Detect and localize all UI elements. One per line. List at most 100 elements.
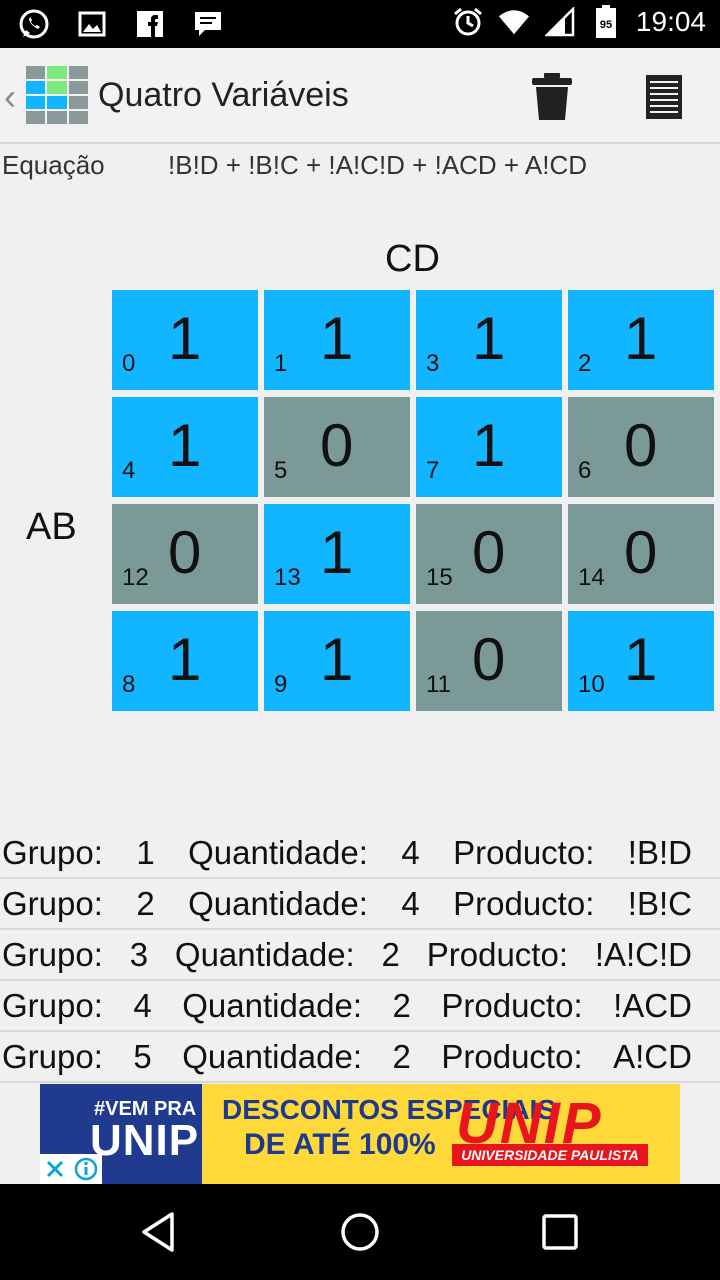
- kmap-cell[interactable]: 13 1: [264, 504, 410, 604]
- home-button[interactable]: [336, 1208, 384, 1256]
- quantity-value: 2: [381, 935, 400, 973]
- group-label: Grupo:: [2, 884, 103, 922]
- cell-value: 0: [168, 519, 202, 586]
- group-label: Grupo:: [2, 935, 103, 973]
- cell-value: 1: [624, 305, 658, 372]
- ad-choices[interactable]: [40, 1154, 102, 1184]
- ad-area: #VEM PRA UNIP DESCONTOS ESPECIAIS DE ATÉ…: [0, 1084, 720, 1184]
- cell-index: 5: [274, 457, 288, 484]
- logo-square: [26, 81, 46, 94]
- cell-value: 1: [320, 519, 354, 586]
- kmap-cell[interactable]: 10 1: [568, 611, 714, 711]
- quantity-label: Quantidade:: [188, 833, 368, 871]
- product-label: Producto:: [426, 935, 568, 973]
- quantity-value: 4: [401, 884, 420, 922]
- info-icon[interactable]: [74, 1157, 98, 1181]
- group-number: 3: [129, 935, 149, 973]
- battery-level: 95: [600, 19, 612, 31]
- cell-value: 1: [320, 305, 354, 372]
- kmap-cell[interactable]: 14 0: [568, 504, 714, 604]
- karnaugh-map: 0 1 1 1 3 1 2 1 4 1 5 0 7 1 6 0 12 0 13 1 15 0 14 0 8 1 9 1 11 0 10 1: [112, 290, 714, 712]
- cell-index: 11: [426, 671, 451, 698]
- cell-value: 1: [168, 305, 202, 372]
- ad-mid-panel: [202, 1084, 432, 1184]
- delete-button[interactable]: [530, 72, 574, 122]
- logo-square: [47, 96, 67, 109]
- group-row: Grupo: 2 Quantidade: 4 Producto: !B!C: [0, 879, 720, 930]
- kmap-cell[interactable]: 12 0: [112, 504, 258, 604]
- cell-index: 13: [274, 564, 301, 591]
- logo-square: [68, 96, 88, 109]
- logo-square: [68, 66, 88, 79]
- group-number: 4: [133, 986, 152, 1024]
- group-row: Grupo: 1 Quantidade: 4 Producto: !B!D: [0, 828, 720, 879]
- trash-icon: [532, 73, 572, 120]
- group-row: Grupo: 3 Quantidade: 2 Producto: !A!C!D: [0, 930, 720, 981]
- kmap-cell[interactable]: 11 0: [416, 611, 562, 711]
- equation-label: Equação: [2, 150, 105, 180]
- cell-value: 0: [320, 412, 354, 479]
- kmap-cell[interactable]: 15 0: [416, 504, 562, 604]
- cell-index: 2: [578, 350, 592, 377]
- ad-headline: DESCONTOS ESPECIAIS: [222, 1094, 557, 1125]
- ad-university-name: UNIVERSIDADE PAULISTA: [452, 1144, 648, 1166]
- group-label: Grupo:: [2, 986, 103, 1024]
- clock-time: 19:04: [635, 6, 706, 37]
- cell-value: 1: [472, 412, 506, 479]
- cell-value: 0: [624, 519, 658, 586]
- recents-button[interactable]: [536, 1208, 584, 1256]
- quantity-value: 2: [392, 1037, 411, 1075]
- page-title: Quatro Variáveis: [98, 76, 349, 114]
- status-bar: 95 19:04: [0, 0, 720, 48]
- app-logo-icon[interactable]: [26, 66, 88, 124]
- logo-square: [26, 96, 46, 109]
- equation-value: !B!D + !B!C + !A!C!D + !ACD + A!CD: [168, 150, 588, 180]
- product-value: !A!C!D: [594, 935, 692, 973]
- cell-value: 0: [472, 519, 506, 586]
- facebook-icon: [134, 8, 166, 40]
- action-bar: ‹ Quatro Variáveis: [0, 48, 720, 144]
- quantity-label: Quantidade:: [182, 986, 363, 1024]
- logo-square: [68, 111, 88, 124]
- quantity-value: 4: [401, 833, 420, 871]
- ad-banner[interactable]: #VEM PRA UNIP DESCONTOS ESPECIAIS DE ATÉ…: [40, 1084, 680, 1184]
- logo-square: [47, 81, 67, 94]
- product-label: Producto:: [441, 1037, 583, 1075]
- logo-square: [47, 66, 67, 79]
- logo-square: [26, 111, 46, 124]
- product-value: !ACD: [613, 986, 692, 1024]
- product-value: A!CD: [613, 1037, 692, 1075]
- back-button[interactable]: [136, 1208, 184, 1256]
- groups-list: Grupo: 1 Quantidade: 4 Producto: !B!D Grupo: 2 Q…: [0, 828, 720, 1083]
- group-label: Grupo:: [2, 1037, 103, 1075]
- back-icon: [142, 1212, 174, 1252]
- quantity-label: Quantidade:: [182, 1037, 363, 1075]
- cell-index: 7: [426, 457, 440, 484]
- cell-index: 10: [578, 671, 605, 698]
- wifi-icon: [498, 6, 530, 38]
- ad-right-panel: [432, 1084, 680, 1184]
- quantity-label: Quantidade:: [188, 884, 368, 922]
- battery-icon: 95: [590, 5, 622, 38]
- ad-unip-small: UNIP: [90, 1116, 200, 1165]
- close-icon[interactable]: [44, 1158, 66, 1180]
- list-menu-button[interactable]: [644, 74, 684, 120]
- group-row: Grupo: 5 Quantidade: 2 Producto: A!CD: [0, 1032, 720, 1083]
- up-navigation-chevron-icon[interactable]: ‹: [4, 76, 16, 117]
- cell-index: 12: [122, 564, 149, 591]
- cell-value: 1: [320, 626, 354, 693]
- cell-index: 4: [122, 457, 136, 484]
- cell-value: 1: [168, 412, 202, 479]
- cell-index: 9: [274, 671, 288, 698]
- alarm-icon: [452, 6, 484, 38]
